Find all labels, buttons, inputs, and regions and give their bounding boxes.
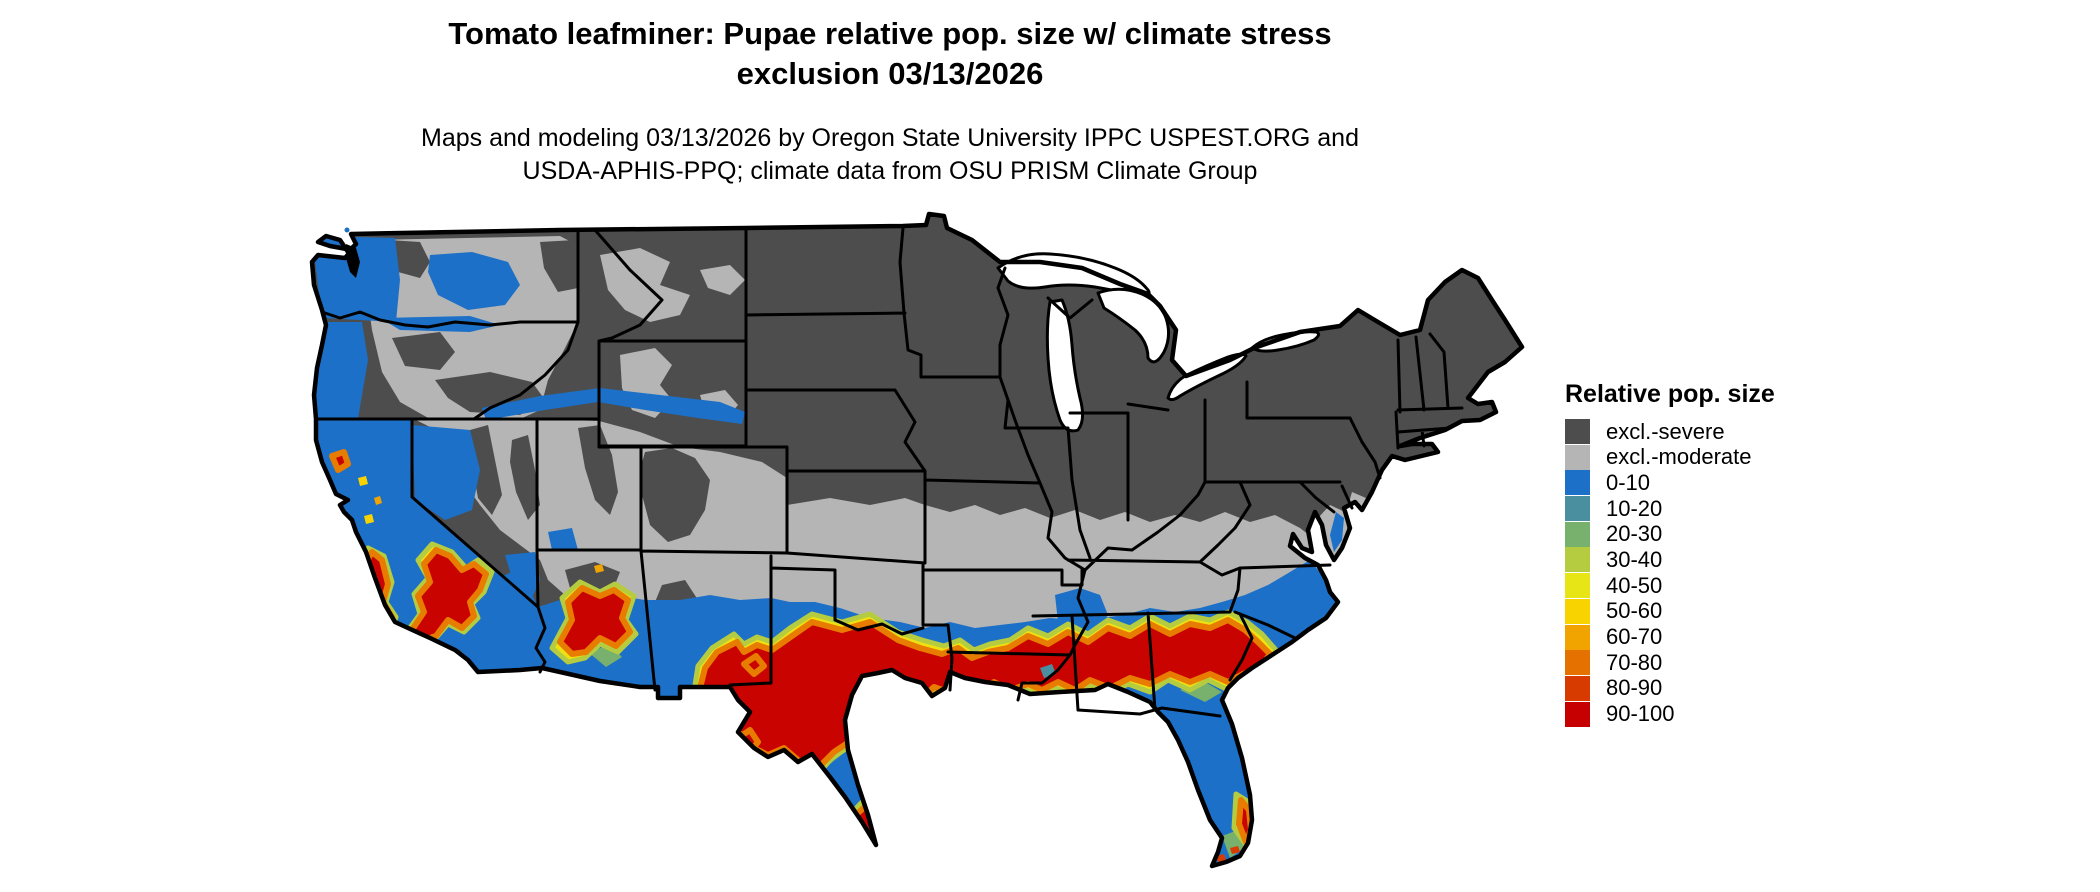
map-subtitle-line2: USDA-APHIS-PPQ; climate data from OSU PR… bbox=[522, 157, 1258, 185]
legend-swatch bbox=[1565, 650, 1590, 676]
legend-label: 40-50 bbox=[1606, 572, 1663, 598]
great-lakes bbox=[996, 252, 1321, 433]
legend-row: 60-70 bbox=[1565, 624, 1825, 650]
legend-swatch bbox=[1565, 598, 1590, 624]
legend-swatch bbox=[1565, 496, 1590, 522]
legend-row: 10-20 bbox=[1565, 495, 1825, 522]
legend-row: excl.-moderate bbox=[1565, 444, 1825, 470]
legend-row: 20-30 bbox=[1565, 521, 1825, 547]
legend-swatch bbox=[1565, 701, 1590, 727]
legend-swatch bbox=[1565, 521, 1590, 547]
legend-row: 70-80 bbox=[1565, 649, 1825, 676]
legend-label: 30-40 bbox=[1606, 546, 1663, 572]
legend-swatch bbox=[1565, 624, 1590, 650]
valley-specks bbox=[356, 476, 1240, 862]
legend-label: 60-70 bbox=[1606, 624, 1663, 649]
legend-label: excl.-moderate bbox=[1606, 444, 1752, 470]
legend-swatch bbox=[1565, 573, 1590, 599]
state-borders bbox=[314, 226, 1464, 718]
legend-label: excl.-severe bbox=[1606, 418, 1725, 444]
legend-row: 30-40 bbox=[1565, 546, 1825, 573]
legend-row: 40-50 bbox=[1565, 572, 1825, 599]
legend-row: 50-60 bbox=[1565, 598, 1825, 624]
map-title: Tomato leafminer: Pupae relative pop. si… bbox=[0, 14, 1780, 94]
legend-row: 90-100 bbox=[1565, 701, 1825, 727]
legend-row: 0-10 bbox=[1565, 469, 1825, 496]
map-subtitle: Maps and modeling 03/13/2026 by Oregon S… bbox=[0, 122, 1780, 188]
lake-michigan bbox=[1045, 298, 1085, 433]
legend-swatch bbox=[1565, 470, 1590, 496]
lake-ontario bbox=[1250, 330, 1321, 353]
legend-swatch bbox=[1565, 547, 1590, 573]
island-speck bbox=[344, 227, 350, 233]
legend-label: 70-80 bbox=[1606, 649, 1663, 675]
map-title-line1: Tomato leafminer: Pupae relative pop. si… bbox=[448, 16, 1332, 51]
map-title-line2: exclusion 03/13/2026 bbox=[736, 56, 1044, 91]
legend-swatch bbox=[1565, 419, 1590, 444]
legend-label: 20-30 bbox=[1606, 521, 1663, 547]
legend-label: 0-10 bbox=[1606, 469, 1651, 495]
legend-label: 10-20 bbox=[1606, 495, 1663, 521]
legend-swatch bbox=[1565, 675, 1590, 701]
legend-title: Relative pop. size bbox=[1565, 380, 1775, 408]
legend: Relative pop. size excl.-severe excl.-mo… bbox=[1565, 380, 1825, 727]
map-subtitle-line1: Maps and modeling 03/13/2026 by Oregon S… bbox=[421, 124, 1359, 152]
legend-row: 80-90 bbox=[1565, 675, 1825, 701]
legend-label: 90-100 bbox=[1606, 701, 1675, 727]
legend-row: excl.-severe bbox=[1565, 419, 1825, 444]
legend-label: 80-90 bbox=[1606, 675, 1663, 701]
legend-swatch bbox=[1565, 444, 1590, 470]
legend-label: 50-60 bbox=[1606, 598, 1663, 624]
